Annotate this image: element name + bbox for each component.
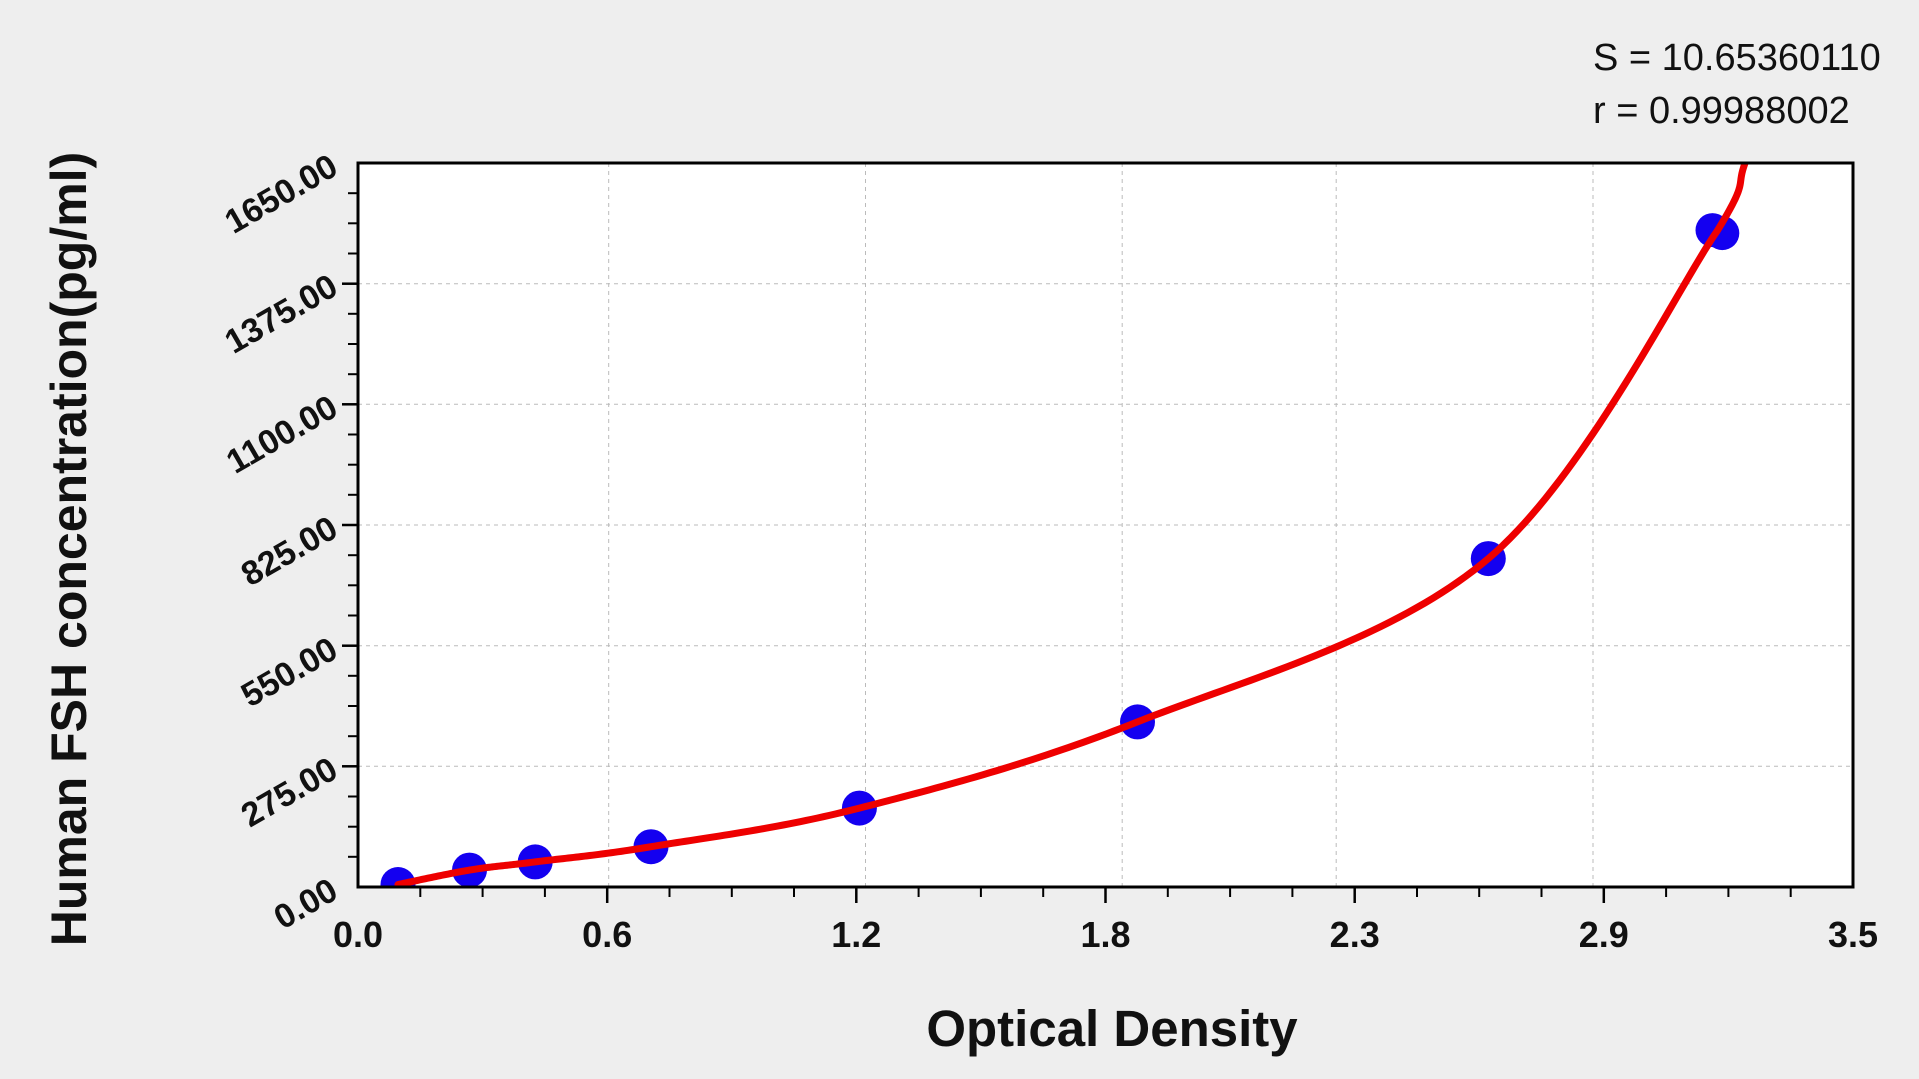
svg-text:S = 10.65360110: S = 10.65360110 [1593, 37, 1881, 79]
svg-text:2.9: 2.9 [1579, 914, 1629, 955]
svg-text:3.5: 3.5 [1828, 914, 1878, 955]
svg-text:2.3: 2.3 [1330, 914, 1380, 955]
svg-text:r = 0.99988002: r = 0.99988002 [1593, 90, 1850, 132]
svg-text:Optical Density: Optical Density [926, 1000, 1298, 1057]
svg-text:0.0: 0.0 [333, 914, 383, 955]
svg-text:1.2: 1.2 [831, 914, 881, 955]
svg-text:1.8: 1.8 [1080, 914, 1130, 955]
svg-text:Human FSH concentration(pg/ml): Human FSH concentration(pg/ml) [41, 152, 97, 946]
svg-text:0.6: 0.6 [582, 914, 632, 955]
